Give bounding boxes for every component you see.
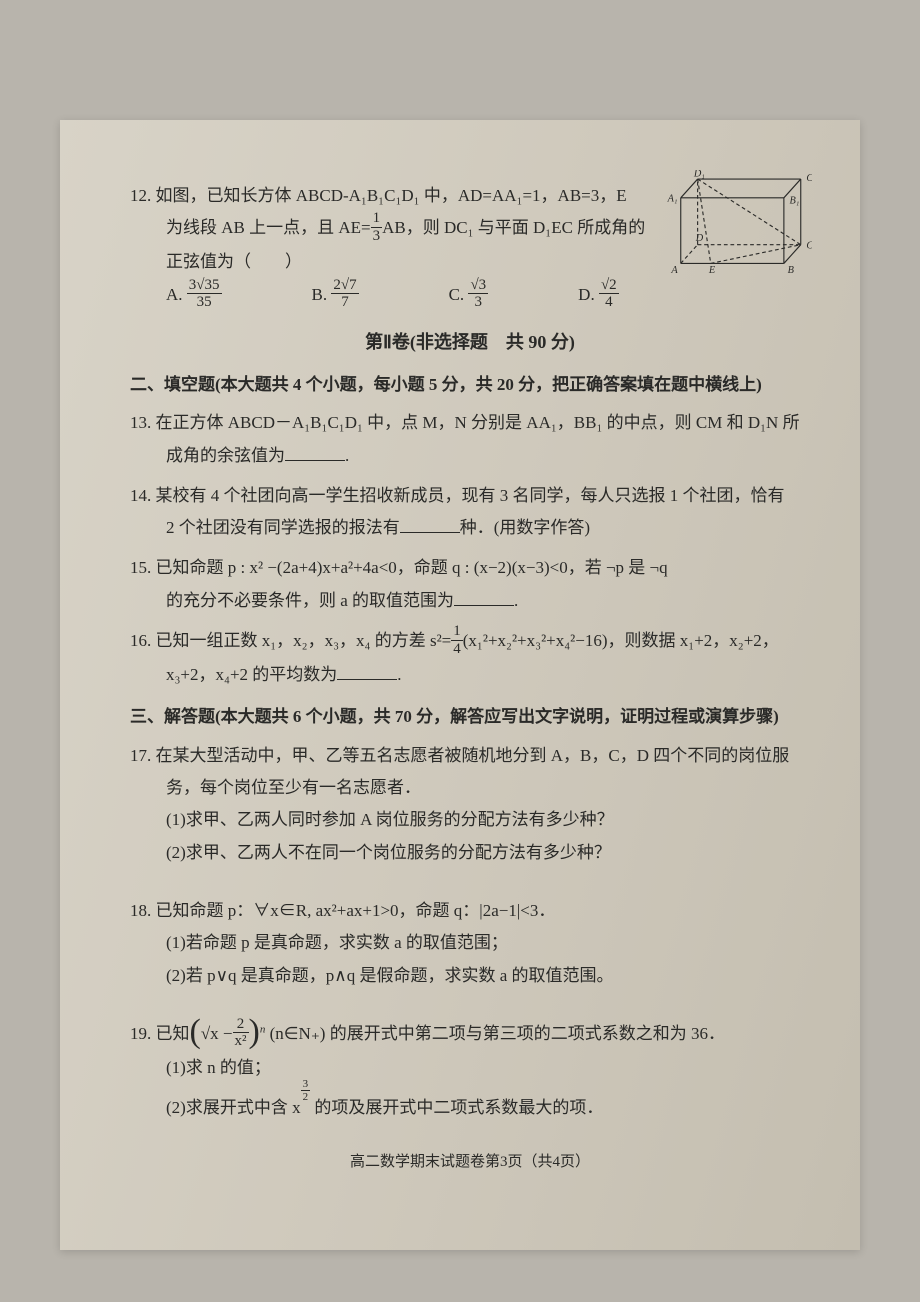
- svg-text:A: A: [670, 265, 678, 276]
- svg-text:D₁: D₁: [693, 170, 705, 179]
- question-18: 18. 已知命题 p：∀x∈R, ax²+ax+1>0，命题 q：|2a−1|<…: [130, 895, 810, 992]
- q16-number: 16.: [130, 631, 151, 650]
- cuboid-figure: A B C D A₁ B₁ C₁ D₁ E: [662, 170, 812, 280]
- q19-l1-pre: 已知: [156, 1024, 190, 1043]
- q12-l2-pre: 为线段 AB 上一点，且 AE=: [166, 218, 371, 237]
- q19-exp: n: [260, 1023, 266, 1035]
- q14-line1: 某校有 4 个社团向高一学生招收新成员，现有 3 名同学，每人只选报 1 个社团…: [156, 486, 785, 505]
- q14-blank: [400, 516, 460, 533]
- svg-text:C: C: [806, 240, 812, 251]
- svg-text:C₁: C₁: [806, 173, 812, 184]
- q16-l1-post: (x₁²+x₂²+x₃²+x₄²−16)，则数据 x₁+2，x₂+2，: [463, 631, 779, 650]
- q16-frac: 14: [451, 623, 463, 657]
- q17-line2: 务，每个岗位至少有一名志愿者．: [130, 772, 810, 804]
- q15-line2: 的充分不必要条件，则 a 的取值范围为.: [130, 585, 810, 617]
- q12-option-b: B. 2√77: [312, 279, 359, 313]
- svg-text:B₁: B₁: [790, 195, 800, 206]
- question-15: 15. 已知命题 p : x² −(2a+4)x+a²+4a<0，命题 q : …: [130, 552, 810, 617]
- svg-text:B: B: [788, 265, 795, 276]
- q12-options: A. 3√3535 B. 2√77 C. √33 D. √24: [130, 279, 810, 313]
- fill-blank-heading: 二、填空题(本大题共 4 个小题，每小题 5 分，共 20 分，把正确答案填在题…: [130, 369, 810, 401]
- q12-number: 12.: [130, 186, 151, 205]
- q13-line1: 在正方体 ABCD－A₁B₁C₁D₁ 中，点 M，N 分别是 AA₁，BB₁ 的…: [156, 413, 800, 432]
- q13-blank: [285, 444, 345, 461]
- question-17: 17. 在某大型活动中，甲、乙等五名志愿者被随机地分到 A，B，C，D 四个不同…: [130, 740, 810, 869]
- q14-number: 14.: [130, 486, 151, 505]
- q18-part2: (2)若 p∨q 是真命题，p∧q 是假命题，求实数 a 的取值范围。: [130, 960, 810, 992]
- q12-option-c: C. √33: [449, 279, 489, 313]
- q16-blank: [337, 663, 397, 680]
- q15-blank: [454, 589, 514, 606]
- q16-l1-pre: 已知一组正数 x₁，x₂，x₃，x₄ 的方差 s²=: [156, 631, 452, 650]
- q13-number: 13.: [130, 413, 151, 432]
- q17-number: 17.: [130, 746, 151, 765]
- question-14: 14. 某校有 4 个社团向高一学生招收新成员，现有 3 名同学，每人只选报 1…: [130, 480, 810, 545]
- q13-line2: 成角的余弦值为.: [130, 440, 810, 472]
- q18-part1: (1)若命题 p 是真命题，求实数 a 的取值范围；: [130, 927, 810, 959]
- q16-line2: x₃+2，x₄+2 的平均数为.: [130, 659, 810, 691]
- q17-line1: 在某大型活动中，甲、乙等五名志愿者被随机地分到 A，B，C，D 四个不同的岗位服: [156, 746, 790, 765]
- spacer: [130, 877, 810, 895]
- q18-line1: 已知命题 p：∀x∈R, ax²+ax+1>0，命题 q：|2a−1|<3．: [156, 901, 556, 920]
- q15-number: 15.: [130, 558, 151, 577]
- q19-number: 19.: [130, 1024, 151, 1043]
- question-13: 13. 在正方体 ABCD－A₁B₁C₁D₁ 中，点 M，N 分别是 AA₁，B…: [130, 407, 810, 472]
- question-16: 16. 已知一组正数 x₁，x₂，x₃，x₄ 的方差 s²=14(x₁²+x₂²…: [130, 625, 810, 691]
- q12-option-a: A. 3√3535: [166, 279, 222, 313]
- question-19: 19. 已知(√x −2x²)n (n∈N₊) 的展开式中第二项与第三项的二项式…: [130, 1018, 810, 1124]
- q19-inner-pre: √x −: [201, 1024, 233, 1043]
- q14-line2: 2 个社团没有同学选报的报法有种．(用数字作答): [130, 512, 810, 544]
- q12-option-d: D. √24: [578, 279, 619, 313]
- q19-p2-exp: 32: [301, 1078, 311, 1103]
- section-2-title: 第Ⅱ卷(非选择题 共 90 分): [130, 325, 810, 359]
- svg-text:A₁: A₁: [667, 194, 678, 205]
- q19-l1-post: (n∈N₊) 的展开式中第二项与第三项的二项式系数之和为 36．: [270, 1024, 725, 1043]
- q17-part2: (2)求甲、乙两人不在同一个岗位服务的分配方法有多少种？: [130, 837, 810, 869]
- page-footer: 高二数学期末试题卷第3页（共4页）: [130, 1148, 810, 1177]
- q19-part2: (2)求展开式中含 x32 的项及展开式中二项式系数最大的项．: [130, 1084, 810, 1124]
- exam-page: A B C D A₁ B₁ C₁ D₁ E 12. 如图，已知长方体 ABCD-A₁B₁C₁D₁…: [60, 120, 860, 1250]
- svg-text:E: E: [708, 265, 716, 276]
- q19-inner-frac: 2x²: [233, 1016, 249, 1050]
- q12-l2-post: AB，则 DC₁ 与平面 D₁EC 所成角的: [382, 218, 645, 237]
- q15-line1: 已知命题 p : x² −(2a+4)x+a²+4a<0，命题 q : (x−2…: [156, 558, 668, 577]
- q19-part1: (1)求 n 的值；: [130, 1052, 810, 1084]
- q18-number: 18.: [130, 901, 151, 920]
- q17-part1: (1)求甲、乙两人同时参加 A 岗位服务的分配方法有多少种？: [130, 804, 810, 836]
- q12-frac: 13: [371, 210, 383, 244]
- svg-text:D: D: [695, 233, 704, 244]
- q12-line1: 如图，已知长方体 ABCD-A₁B₁C₁D₁ 中，AD=AA₁=1，AB=3，E: [156, 186, 627, 205]
- solve-heading: 三、解答题(本大题共 6 个小题，共 70 分，解答应写出文字说明，证明过程或演…: [130, 701, 810, 733]
